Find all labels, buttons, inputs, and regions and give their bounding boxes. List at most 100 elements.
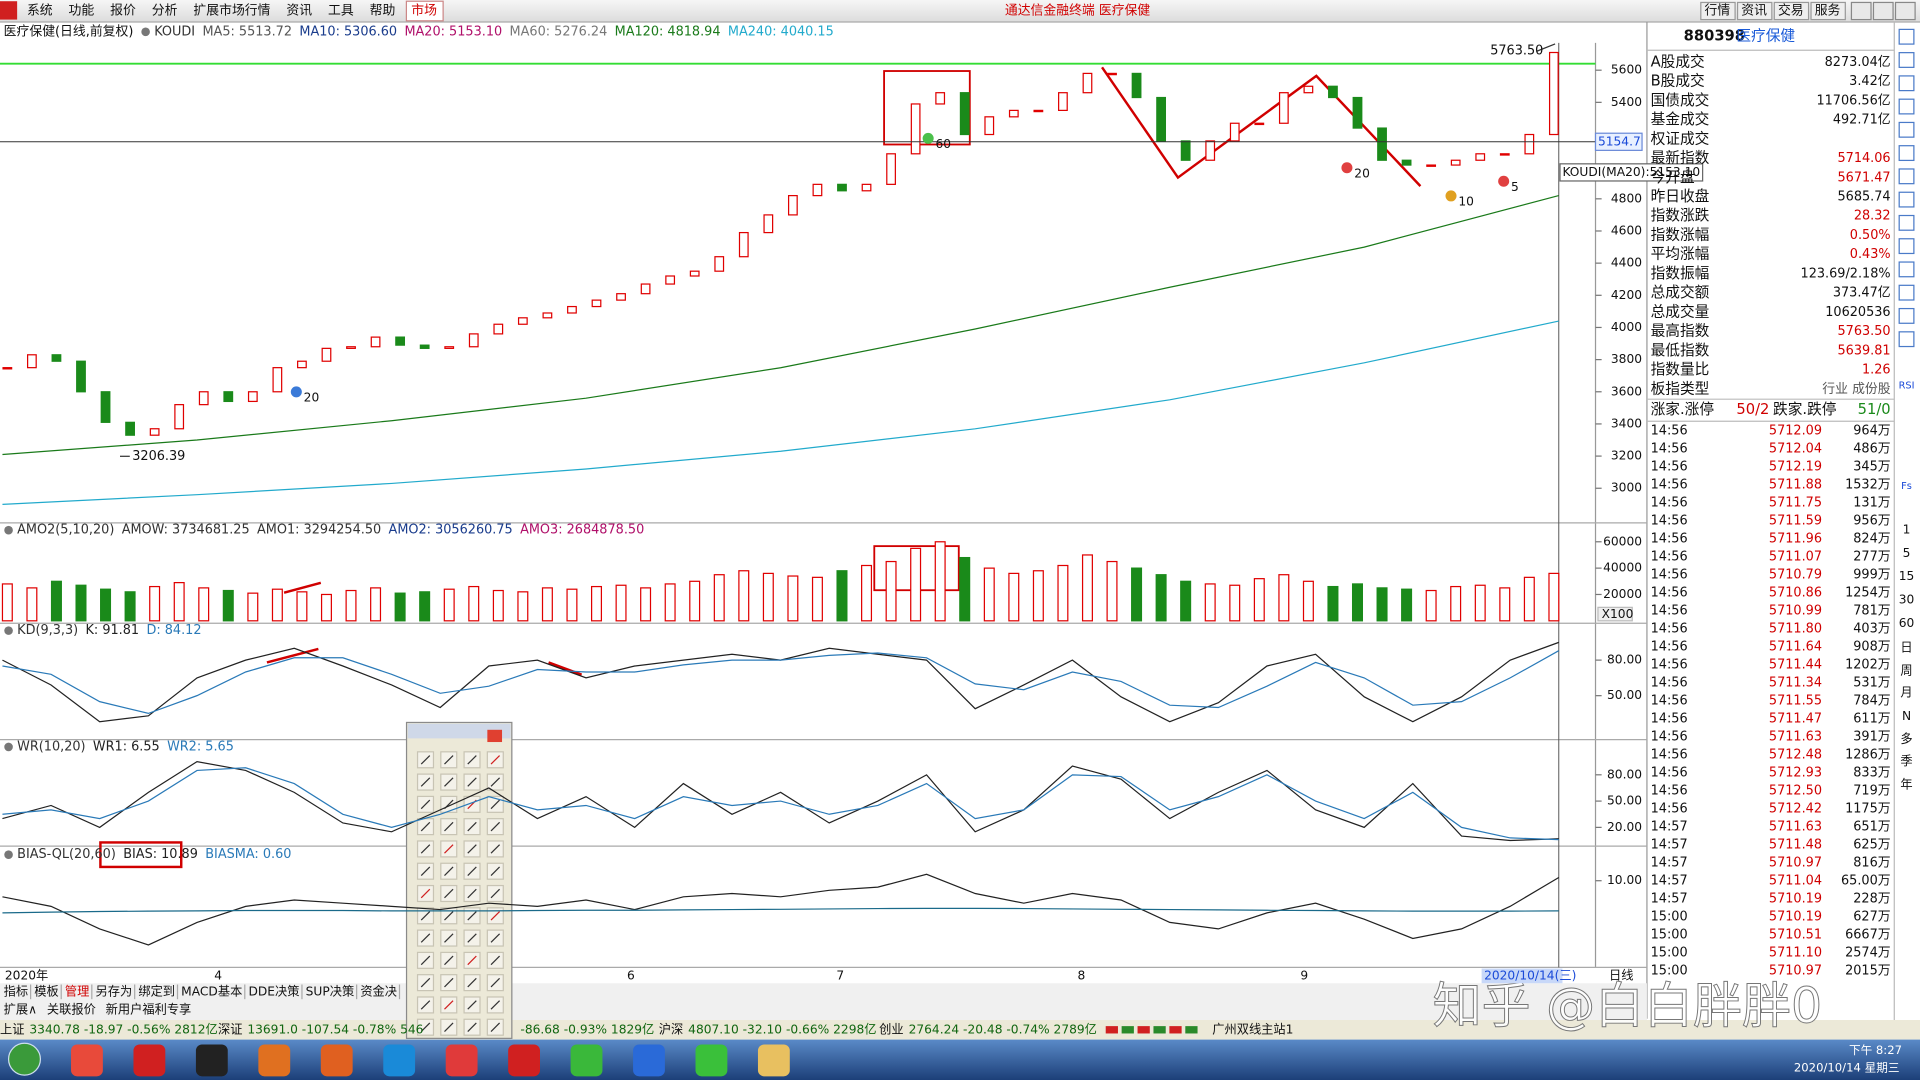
- tab[interactable]: 另存为: [95, 984, 132, 998]
- top-button[interactable]: [1773, 1, 1810, 21]
- palette-close[interactable]: [487, 729, 503, 743]
- menu-item[interactable]: 资讯: [286, 4, 312, 19]
- tick-price: 5710.19: [1769, 892, 1822, 907]
- toolbar-button[interactable]: 60: [1899, 616, 1915, 630]
- toolbar-icon[interactable]: [1898, 145, 1915, 162]
- tick-time: 14:56: [1651, 604, 1688, 619]
- tab[interactable]: 扩展∧: [4, 1003, 37, 1017]
- palette-glyph: [467, 844, 477, 854]
- candle: [812, 183, 823, 197]
- taskbar-app[interactable]: [445, 1044, 478, 1077]
- close[interactable]: [1894, 1, 1916, 21]
- top-button[interactable]: [1810, 1, 1846, 21]
- taskbar-app[interactable]: [195, 1044, 228, 1077]
- legend-item: AMOW: 3734681.25: [122, 523, 250, 538]
- toolbar-button[interactable]: 日: [1900, 640, 1912, 654]
- top-button[interactable]: [1736, 1, 1773, 21]
- volume-bar: [1425, 589, 1437, 622]
- menu-item[interactable]: 扩展市场行情: [193, 3, 270, 19]
- toolbar-icon[interactable]: [1898, 168, 1915, 185]
- taskbar-app[interactable]: [71, 1044, 103, 1077]
- tab[interactable]: SUP决策: [306, 983, 355, 998]
- palette-glyph: [420, 821, 431, 832]
- toolbar-button[interactable]: 周: [1900, 664, 1912, 678]
- start-button[interactable]: [7, 1042, 42, 1076]
- indicator-line: [2, 650, 1560, 715]
- toolbar-button[interactable]: N: [1902, 709, 1911, 723]
- tab[interactable]: DDE决策: [248, 983, 299, 998]
- status-name: 深证: [218, 1022, 242, 1036]
- tick-time: 14:56: [1651, 550, 1688, 565]
- minimize[interactable]: [1850, 1, 1872, 21]
- toolbar-icon[interactable]: [1898, 52, 1915, 68]
- toolbar-button[interactable]: 1: [1903, 523, 1911, 537]
- palette-glyph: [444, 955, 454, 966]
- palette-glyph: [420, 1022, 431, 1032]
- tick-time: 14:56: [1651, 784, 1688, 799]
- toolbar-button[interactable]: 15: [1899, 569, 1915, 583]
- taskbar-app[interactable]: [757, 1044, 790, 1077]
- taskbar-app[interactable]: [633, 1044, 665, 1077]
- taskbar-app[interactable]: [383, 1044, 416, 1077]
- toolbar-icon[interactable]: [1898, 284, 1915, 301]
- menu-item[interactable]: 报价: [110, 4, 136, 19]
- top-button[interactable]: [1700, 1, 1736, 21]
- menu-item[interactable]: 系统: [27, 4, 53, 19]
- tab[interactable]: 新用户福利专享: [106, 1002, 192, 1017]
- tick-volume: 964万: [1853, 424, 1891, 439]
- taskbar-icons: [71, 1044, 790, 1077]
- tab[interactable]: 模板: [34, 984, 58, 998]
- toolbar-icon[interactable]: [1898, 214, 1915, 231]
- taskbar-app[interactable]: [508, 1044, 540, 1077]
- tab[interactable]: 指标: [4, 983, 28, 998]
- palette-glyph: [467, 933, 477, 943]
- toolbar-icon[interactable]: [1898, 331, 1915, 348]
- menu-item[interactable]: 功能: [69, 4, 95, 19]
- menu-item[interactable]: 分析: [152, 4, 178, 19]
- legend-dot: [4, 850, 13, 859]
- toolbar-button[interactable]: 5: [1903, 546, 1911, 560]
- signal-label: 5: [1511, 180, 1519, 194]
- palette-glyph: [490, 955, 501, 966]
- menu-item[interactable]: 市场: [411, 3, 437, 19]
- toolbar-button[interactable]: 季: [1900, 754, 1912, 768]
- tab[interactable]: MACD基本: [181, 984, 242, 998]
- taskbar-app[interactable]: [695, 1044, 728, 1077]
- palette-glyph: [467, 777, 477, 787]
- candle: [51, 354, 62, 362]
- tab[interactable]: 绑定到: [138, 983, 175, 998]
- palette-glyph: [490, 977, 501, 988]
- tab[interactable]: 关联报价: [47, 1002, 96, 1017]
- toolbar-icon[interactable]: [1898, 307, 1915, 324]
- candle: [591, 299, 602, 308]
- taskbar-app[interactable]: [320, 1044, 353, 1077]
- palette-glyph: [490, 888, 501, 899]
- toolbar-icon[interactable]: [1898, 98, 1915, 115]
- y-tick-label: 4600: [1611, 223, 1642, 237]
- tick-time: 14:56: [1651, 766, 1688, 781]
- toolbar-button[interactable]: RSI: [1899, 381, 1915, 392]
- toolbar-button[interactable]: Fs: [1901, 481, 1912, 492]
- tab[interactable]: 管理: [65, 983, 89, 998]
- taskbar-app[interactable]: [258, 1044, 291, 1077]
- candle: [1352, 96, 1363, 129]
- toolbar-icon[interactable]: [1898, 121, 1915, 138]
- menu-item[interactable]: 帮助: [370, 4, 396, 19]
- taskbar-app[interactable]: [570, 1044, 603, 1077]
- toolbar-icon[interactable]: [1898, 191, 1915, 208]
- toolbar-button[interactable]: 月: [1900, 686, 1912, 700]
- stat-value: 373.47亿: [1833, 286, 1891, 301]
- toolbar-button[interactable]: 年: [1900, 777, 1912, 791]
- toolbar-icon[interactable]: [1898, 28, 1915, 45]
- toolbar-button[interactable]: 多: [1900, 732, 1912, 746]
- status-value: 3340.78 -18.97 -0.56% 2812亿: [29, 1021, 217, 1036]
- menu-item[interactable]: 工具: [328, 4, 354, 19]
- toolbar-icon[interactable]: [1898, 238, 1915, 255]
- palette-glyph: [467, 955, 477, 966]
- toolbar-button[interactable]: 30: [1899, 593, 1915, 607]
- toolbar-icon[interactable]: [1898, 75, 1915, 92]
- taskbar-app[interactable]: [133, 1044, 166, 1077]
- maximize[interactable]: [1872, 1, 1894, 21]
- toolbar-icon[interactable]: [1898, 261, 1915, 278]
- tab[interactable]: 资金决: [360, 983, 397, 998]
